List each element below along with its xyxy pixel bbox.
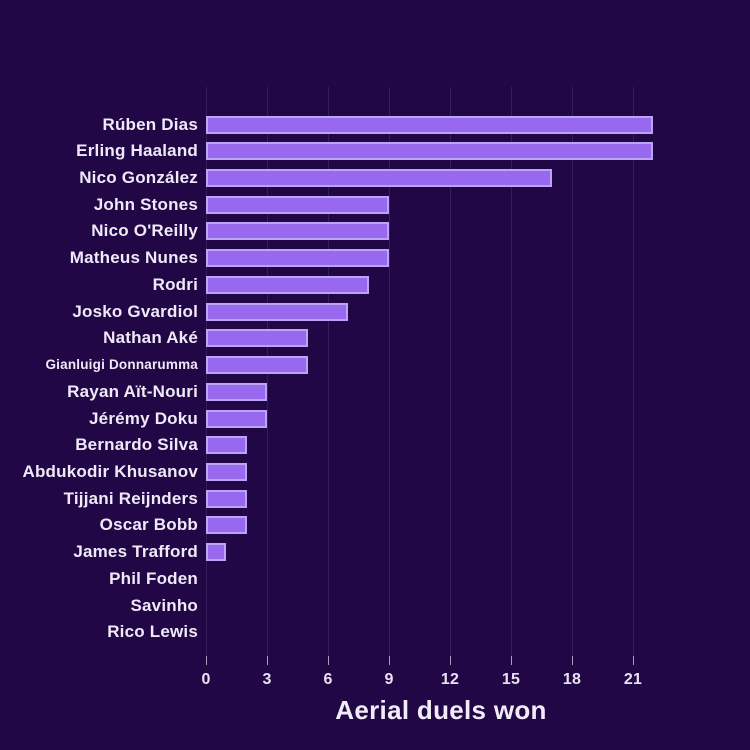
bar: [206, 329, 308, 348]
gridline: [511, 87, 512, 656]
bar: [206, 302, 349, 321]
bar: [206, 489, 247, 508]
x-tick-mark: [572, 656, 573, 665]
player-label: Gianluigi Donnarumma: [45, 357, 198, 373]
player-label: Oscar Bobb: [99, 515, 198, 535]
player-label: Jérémy Doku: [89, 408, 198, 428]
x-tick-label: 12: [440, 671, 460, 688]
bar: [206, 115, 654, 134]
x-tick-label: 3: [262, 671, 272, 688]
x-tick-label: 15: [501, 671, 521, 688]
bar: [206, 275, 369, 294]
x-tick-mark: [206, 656, 207, 665]
player-label: Rico Lewis: [107, 622, 198, 642]
bar: [206, 382, 267, 401]
gridline: [572, 87, 573, 656]
x-axis-title: Aerial duels won: [335, 695, 547, 725]
x-tick-mark: [389, 656, 390, 665]
bar: [206, 409, 267, 428]
player-label: Rodri: [152, 274, 198, 294]
x-tick-label: 0: [201, 671, 211, 688]
bar: [206, 142, 654, 161]
bar: [206, 516, 247, 535]
bar: [206, 356, 308, 375]
player-label: Phil Foden: [109, 568, 198, 588]
player-label: Abdukodir Khusanov: [22, 461, 198, 481]
player-label: Matheus Nunes: [69, 248, 198, 268]
x-tick-mark: [633, 656, 634, 665]
bar: [206, 462, 247, 481]
player-label: Rúben Dias: [102, 114, 198, 134]
player-label: Bernardo Silva: [75, 435, 198, 455]
x-tick-label: 21: [623, 671, 643, 688]
bar: [206, 436, 247, 455]
player-label: Nico O'Reilly: [91, 221, 198, 241]
bar: [206, 222, 389, 241]
bar: [206, 543, 227, 562]
x-tick-label: 18: [562, 671, 582, 688]
bar: [206, 195, 389, 214]
gridline: [450, 87, 451, 656]
player-label: John Stones: [93, 194, 198, 214]
gridline: [328, 87, 329, 656]
player-label: Savinho: [130, 595, 198, 615]
player-label: Josko Gvardiol: [72, 301, 198, 321]
bar: [206, 249, 389, 268]
player-label: Nathan Aké: [103, 328, 198, 348]
x-tick-mark: [267, 656, 268, 665]
x-tick-label: 9: [384, 671, 394, 688]
x-tick-mark: [328, 656, 329, 665]
gridline: [633, 87, 634, 656]
player-label: Tijjani Reijnders: [63, 488, 198, 508]
x-tick-mark: [511, 656, 512, 665]
bar: [206, 169, 552, 188]
x-tick-label: 6: [323, 671, 333, 688]
x-tick-mark: [450, 656, 451, 665]
player-label: Rayan Aït-Nouri: [67, 381, 198, 401]
player-label: Nico González: [79, 168, 198, 188]
player-label: James Trafford: [73, 542, 198, 562]
gridline: [389, 87, 390, 656]
player-label: Erling Haaland: [76, 141, 198, 161]
